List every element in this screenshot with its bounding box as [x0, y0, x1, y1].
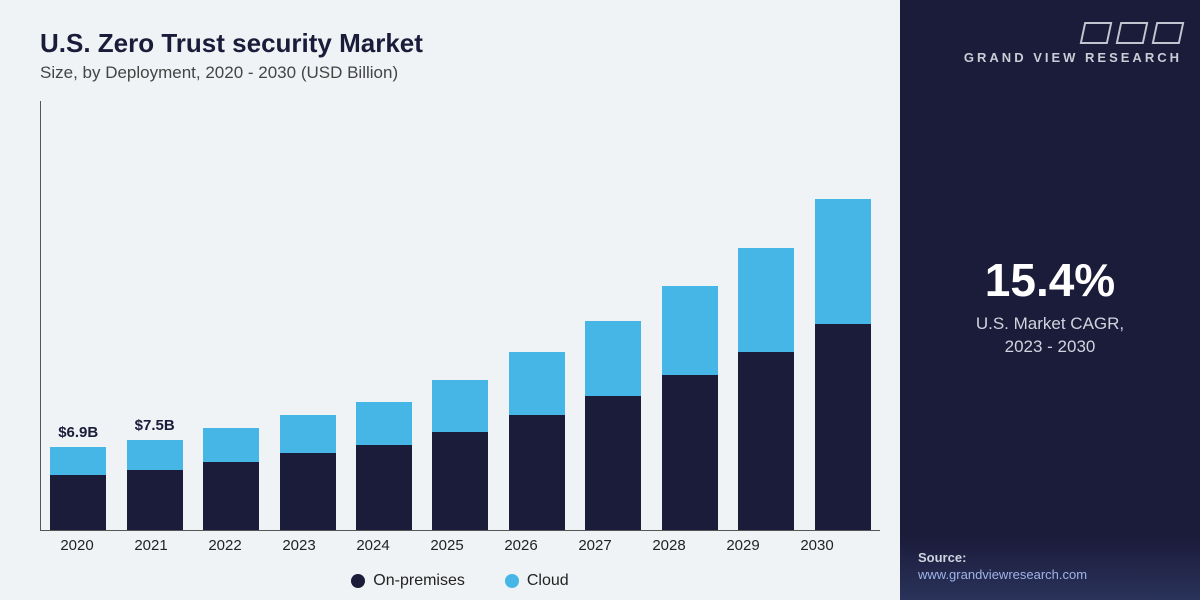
cagr-value: 15.4% — [985, 253, 1115, 307]
legend-swatch-onpremises — [351, 574, 365, 588]
bar-stack — [356, 402, 412, 530]
x-axis-tick-label: 2028 — [641, 537, 697, 554]
bar-segment-onpremises — [815, 324, 871, 530]
bar-group: $6.9B — [49, 101, 107, 530]
cagr-block: 15.4% U.S. Market CAGR, 2023 - 2030 — [900, 75, 1200, 536]
bar-stack — [203, 428, 259, 530]
bar-stack — [509, 352, 565, 530]
bar-group — [202, 101, 260, 530]
x-axis-tick-label: 2024 — [345, 537, 401, 554]
x-axis-tick-label: 2022 — [197, 537, 253, 554]
x-axis-tick-label: 2030 — [789, 537, 845, 554]
bar-group — [584, 101, 642, 530]
bar-group: $7.5B — [125, 101, 183, 530]
side-panel: GRAND VIEW RESEARCH 15.4% U.S. Market CA… — [900, 0, 1200, 600]
legend: On-premises Cloud — [40, 572, 880, 590]
bar-stack — [815, 199, 871, 530]
legend-swatch-cloud — [505, 574, 519, 588]
bar-segment-onpremises — [509, 415, 565, 530]
x-axis-tick-label: 2023 — [271, 537, 327, 554]
x-axis-tick-label: 2027 — [567, 537, 623, 554]
bar-segment-onpremises — [50, 475, 106, 530]
bar-segment-cloud — [815, 199, 871, 324]
chart-area: U.S. Zero Trust security Market Size, by… — [0, 0, 900, 600]
bar-segment-onpremises — [585, 396, 641, 530]
cagr-label-line1: U.S. Market CAGR, — [976, 314, 1124, 333]
legend-label-cloud: Cloud — [527, 572, 569, 590]
legend-label-onpremises: On-premises — [373, 572, 465, 590]
bar-group — [355, 101, 413, 530]
brand-name: GRAND VIEW RESEARCH — [918, 50, 1182, 65]
bar-chart: $6.9B $7.5B — [40, 101, 880, 531]
bar-stack — [127, 440, 183, 530]
legend-item-cloud: Cloud — [505, 572, 569, 590]
source-label: Source: — [918, 550, 1182, 565]
x-axis-tick-label: 2021 — [123, 537, 179, 554]
bar-group — [431, 101, 489, 530]
source-footer: Source: www.grandviewresearch.com — [900, 536, 1200, 600]
bar-value-label: $7.5B — [135, 417, 175, 434]
bar-segment-cloud — [203, 428, 259, 462]
cagr-label: U.S. Market CAGR, 2023 - 2030 — [976, 313, 1124, 359]
bar-segment-cloud — [356, 402, 412, 445]
bar-segment-onpremises — [203, 462, 259, 530]
legend-item-onpremises: On-premises — [351, 572, 465, 590]
bar-stack — [432, 380, 488, 530]
bar-segment-cloud — [432, 380, 488, 432]
chart-subtitle: Size, by Deployment, 2020 - 2030 (USD Bi… — [40, 63, 880, 83]
bar-stack — [280, 415, 336, 530]
brand-block: GRAND VIEW RESEARCH — [900, 0, 1200, 75]
bar-segment-cloud — [280, 415, 336, 453]
bar-segment-onpremises — [127, 470, 183, 530]
bar-stack — [738, 248, 794, 530]
bar-group — [661, 101, 719, 530]
bar-stack — [50, 447, 106, 530]
bar-group — [508, 101, 566, 530]
bar-segment-cloud — [50, 447, 106, 475]
bar-segment-cloud — [585, 321, 641, 395]
bar-group — [737, 101, 795, 530]
source-url: www.grandviewresearch.com — [918, 567, 1182, 582]
bar-segment-onpremises — [662, 375, 718, 530]
bar-value-label: $6.9B — [58, 424, 98, 441]
bar-group — [278, 101, 336, 530]
bar-segment-cloud — [662, 286, 718, 375]
bar-segment-cloud — [738, 248, 794, 352]
brand-logo-icon — [918, 22, 1182, 44]
x-axis-tick-label: 2020 — [49, 537, 105, 554]
x-axis-tick-label: 2026 — [493, 537, 549, 554]
x-axis-labels: 2020 2021 2022 2023 2024 2025 2026 2027 2028 2029… — [41, 531, 880, 554]
bar-segment-onpremises — [432, 432, 488, 530]
bar-group — [814, 101, 872, 530]
cagr-label-line2: 2023 - 2030 — [1005, 337, 1096, 356]
bar-segment-onpremises — [738, 352, 794, 530]
bar-segment-cloud — [509, 352, 565, 414]
x-axis-tick-label: 2025 — [419, 537, 475, 554]
bar-stack — [662, 286, 718, 530]
bar-segment-onpremises — [356, 445, 412, 530]
chart-title: U.S. Zero Trust security Market — [40, 28, 880, 59]
x-axis-tick-label: 2029 — [715, 537, 771, 554]
bar-stack — [585, 321, 641, 530]
bar-segment-onpremises — [280, 453, 336, 530]
bar-segment-cloud — [127, 440, 183, 470]
